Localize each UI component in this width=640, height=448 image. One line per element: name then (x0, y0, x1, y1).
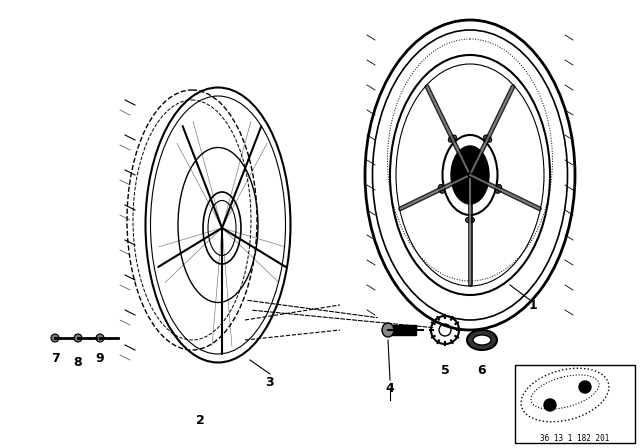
Text: 9: 9 (96, 352, 104, 365)
Ellipse shape (449, 135, 456, 142)
Ellipse shape (495, 185, 502, 193)
Text: 4: 4 (386, 382, 394, 395)
Ellipse shape (473, 335, 491, 345)
Circle shape (544, 399, 556, 411)
Ellipse shape (51, 334, 59, 342)
Text: 6: 6 (477, 363, 486, 376)
Ellipse shape (451, 146, 489, 204)
Text: 7: 7 (51, 352, 60, 365)
Ellipse shape (438, 185, 445, 193)
Ellipse shape (467, 330, 497, 350)
Text: 2: 2 (196, 414, 204, 426)
Ellipse shape (96, 334, 104, 342)
Text: 8: 8 (74, 356, 83, 369)
Ellipse shape (74, 334, 82, 342)
Ellipse shape (484, 135, 492, 142)
Text: 1: 1 (529, 298, 538, 311)
Text: 3: 3 (266, 375, 275, 388)
Ellipse shape (465, 217, 474, 223)
Bar (515, 365, 635, 443)
Text: 36 13 1 182 201: 36 13 1 182 201 (540, 434, 610, 443)
Circle shape (579, 381, 591, 393)
Text: 5: 5 (440, 363, 449, 376)
Ellipse shape (382, 323, 394, 337)
Bar (388, 325, 416, 335)
